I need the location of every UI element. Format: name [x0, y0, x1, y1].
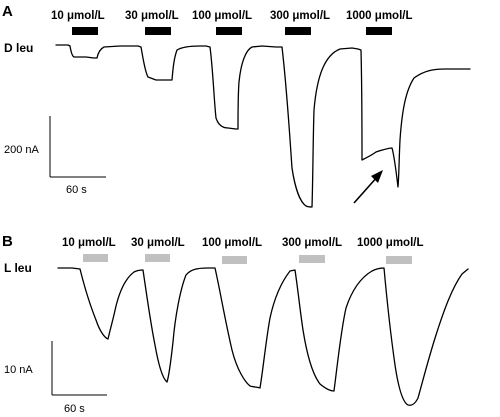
panel-b-application-bar-4: [299, 255, 325, 263]
panel-b-x-scale-label: 60 s: [64, 403, 85, 415]
panel-a-annotation-arrow: [353, 170, 383, 204]
panel-b-letter: B: [2, 233, 13, 250]
panel-b: B L leu 10 μmol/L 30 μmol/L 100 μmol/L 3…: [2, 233, 469, 415]
panel-b-y-scale-label: 10 nA: [4, 364, 33, 376]
panel-b-trace-label: L leu: [4, 261, 32, 275]
panel-b-application-bar-5: [386, 256, 412, 264]
panel-a-conc-label-4: 300 μmol/L: [270, 10, 330, 22]
panel-b-conc-label-2: 30 μmol/L: [131, 237, 185, 249]
panel-b-conc-label-1: 10 μmol/L: [62, 237, 116, 249]
panel-a-x-scale-label: 60 s: [66, 184, 87, 196]
panel-b-conc-label-3: 100 μmol/L: [202, 237, 262, 249]
panel-a-current-trace: [55, 44, 471, 208]
panel-a-application-bar-2: [145, 27, 171, 35]
panel-b-application-bar-1: [83, 254, 108, 262]
panel-a-conc-label-1: 10 μmol/L: [51, 10, 105, 22]
panel-a-application-bar-3: [216, 27, 242, 35]
panel-a-conc-label-3: 100 μmol/L: [192, 10, 252, 22]
panel-b-current-trace: [57, 267, 469, 406]
panel-a-letter: A: [2, 3, 13, 20]
panel-b-application-bar-2: [145, 254, 170, 262]
panel-b-conc-label-4: 300 μmol/L: [282, 237, 342, 249]
panel-b-application-bar-3: [222, 256, 247, 264]
panel-a-conc-label-5: 1000 μmol/L: [346, 10, 412, 22]
panel-b-conc-label-5: 1000 μmol/L: [357, 237, 423, 249]
panel-a: A D leu 10 μmol/L 30 μmol/L 100 μmol/L 3…: [2, 3, 471, 208]
panel-a-trace-label: D leu: [4, 41, 33, 55]
panel-a-conc-label-2: 30 μmol/L: [125, 10, 179, 22]
panel-a-application-bar-5: [366, 27, 392, 35]
panel-a-application-bar-4: [285, 27, 311, 35]
panel-a-y-scale-label: 200 nA: [4, 144, 40, 156]
panel-a-application-bar-1: [72, 27, 98, 35]
